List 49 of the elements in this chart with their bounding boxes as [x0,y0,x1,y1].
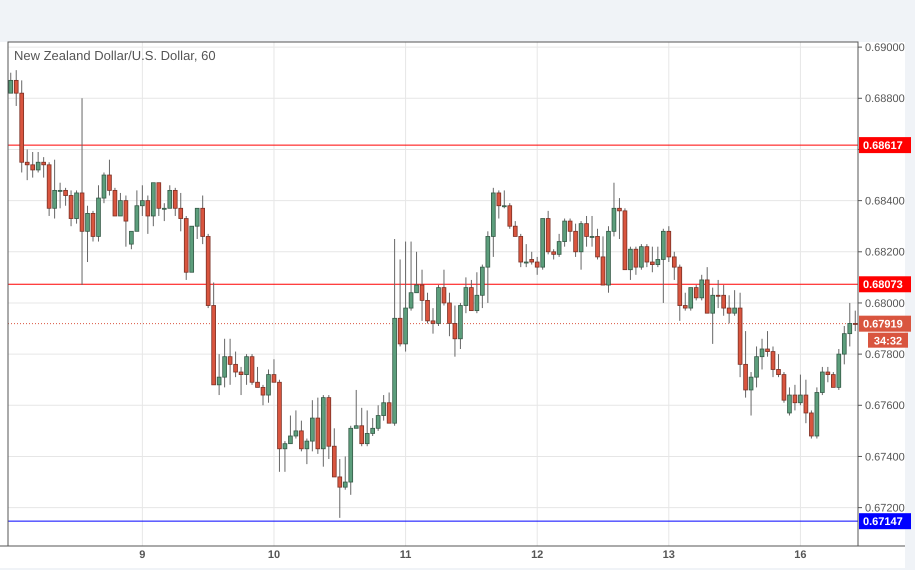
candlestick [359,407,364,447]
candlestick [8,72,14,94]
ref-line-label: 0.68073 [863,279,903,292]
y-tick-label: 0.67600 [865,400,905,412]
ref-line-label: 0.67147 [863,516,903,528]
candlestick [124,195,128,248]
x-tick-label: 9 [139,549,146,561]
y-tick-label: 0.69000 [865,42,905,54]
candlestick [732,290,737,316]
candlestick [244,354,249,386]
text: 34:32 [874,336,902,348]
x-tick-label: 16 [794,549,807,561]
candlestick [798,374,803,406]
y-tick-label: 0.68800 [865,93,905,106]
y-tick-label: 0.67800 [865,348,905,361]
candlestick [90,210,96,242]
x-tick-label: 12 [531,549,544,561]
y-tick-label: 0.67400 [865,451,905,464]
candlestick [792,384,798,411]
candlestick [496,190,502,220]
candlestick [266,368,271,404]
candlestick [710,287,715,344]
candlestick [469,279,474,312]
ref-line-label: 0.67919 [863,318,903,331]
candlestick [787,386,792,416]
y-tick-label: 0.68000 [865,298,905,310]
candlestick [524,244,529,268]
y-tick-label: 0.67200 [865,502,905,514]
x-tick-label: 13 [662,549,675,561]
candlestick [688,287,694,312]
candlestick [386,392,392,424]
candlestick [639,244,644,270]
text: New Zealand Dollar/U.S. Dollar, 60 [14,48,216,63]
candlestick [634,246,638,276]
candlestick [299,420,304,452]
x-tick-label: 11 [400,549,412,561]
ref-line-label: 0.68617 [863,140,903,152]
candlestick [36,152,40,173]
candlestick [699,274,704,301]
candlestick [694,284,699,301]
candlestick [584,215,589,248]
y-tick-label: 0.68400 [865,195,905,208]
candlestick [85,205,90,263]
y-tick-label: 0.68200 [865,246,905,259]
x-tick-label: 10 [268,549,280,561]
candlestick [146,195,150,234]
candlestick [590,215,594,248]
candlestick [118,192,123,216]
candlestick [628,246,633,280]
